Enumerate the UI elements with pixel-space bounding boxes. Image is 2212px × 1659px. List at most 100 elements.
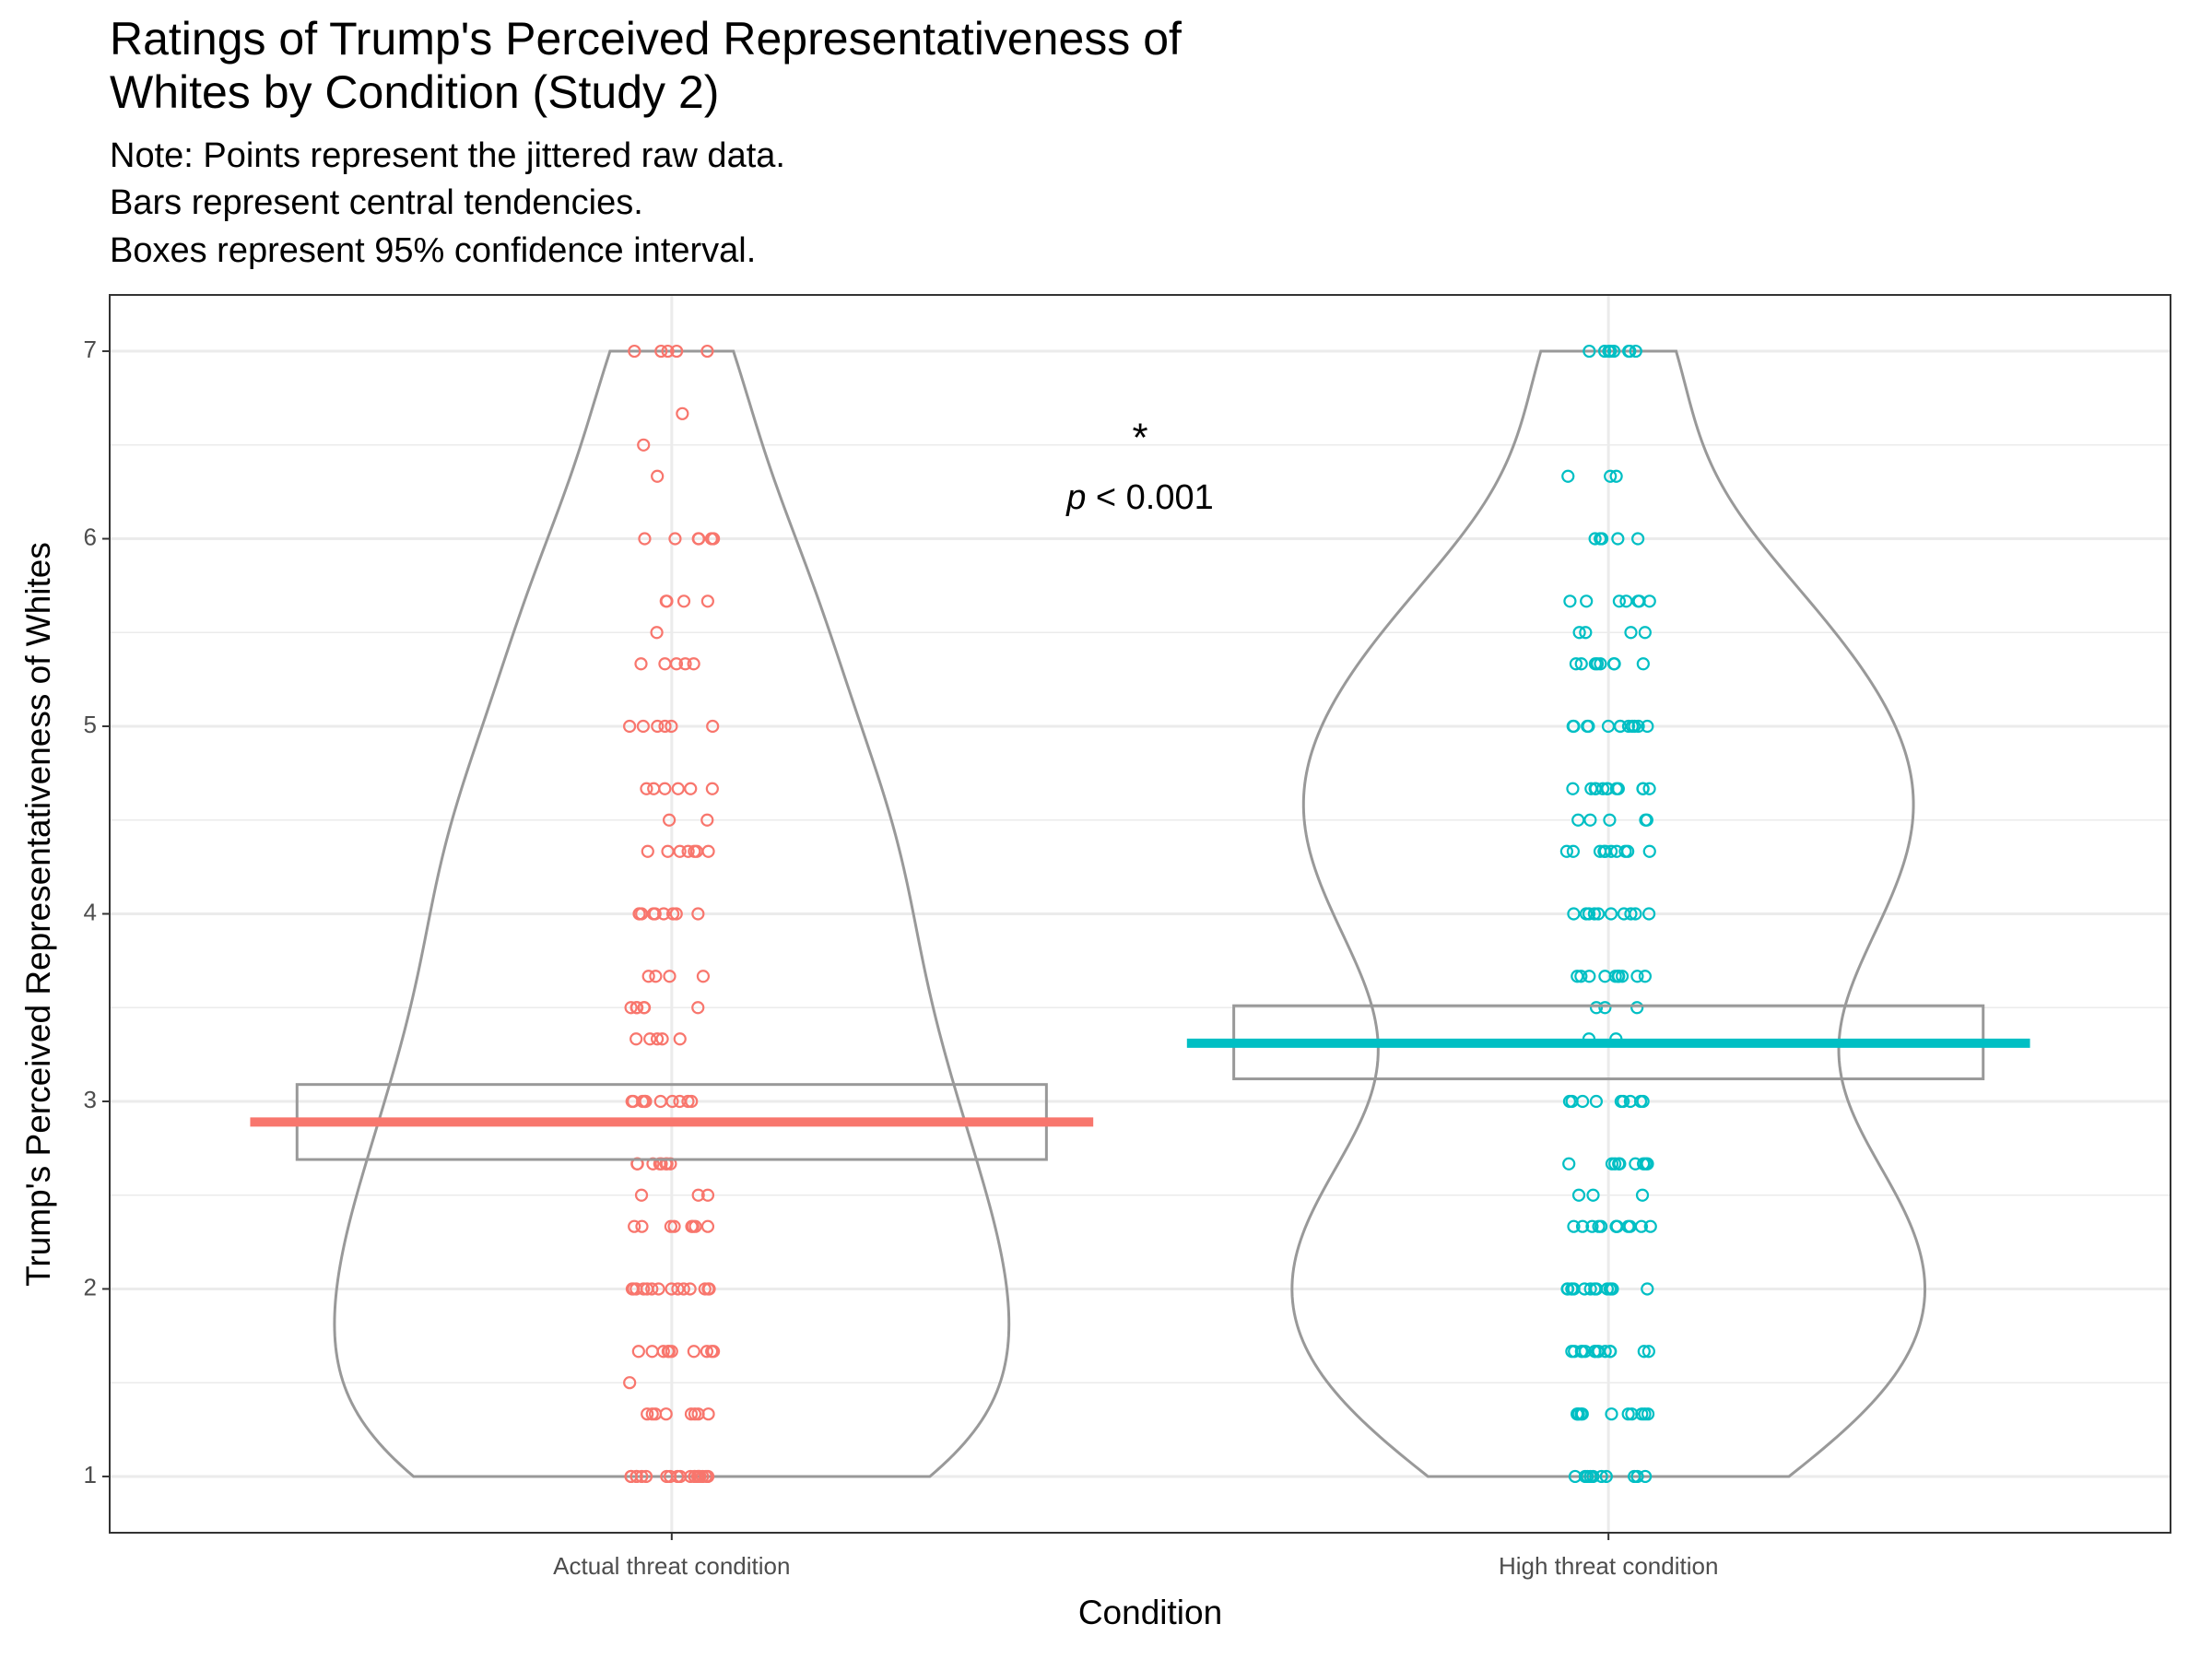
data-point xyxy=(1583,970,1596,983)
data-point xyxy=(1583,813,1597,827)
data-point xyxy=(635,1219,649,1233)
data-point xyxy=(1643,1219,1657,1233)
y-tick-label: 6 xyxy=(84,523,97,550)
data-point xyxy=(1575,1219,1590,1233)
data-point xyxy=(671,1282,685,1296)
data-point xyxy=(1574,1407,1588,1421)
data-point xyxy=(1639,1469,1653,1484)
data-point xyxy=(1588,782,1602,795)
data-point xyxy=(677,1282,690,1296)
data-point xyxy=(1587,907,1602,921)
data-point xyxy=(661,844,675,858)
data-point xyxy=(1599,1469,1613,1484)
x-axis-title: Condition xyxy=(1078,1594,1222,1631)
data-point xyxy=(1560,1282,1575,1296)
data-point xyxy=(645,1345,659,1359)
data-point xyxy=(691,1001,705,1015)
data-point xyxy=(1612,1157,1626,1171)
data-point xyxy=(1559,844,1573,858)
data-point xyxy=(699,1469,713,1484)
data-point xyxy=(1571,1188,1586,1202)
data-point xyxy=(700,1219,715,1233)
data-point xyxy=(691,907,705,921)
data-point xyxy=(665,1282,678,1296)
data-point xyxy=(658,719,672,734)
data-point xyxy=(632,907,646,921)
data-point xyxy=(1571,1407,1584,1421)
data-point xyxy=(1638,626,1652,640)
data-point xyxy=(1565,1345,1579,1359)
data-point xyxy=(628,344,641,359)
data-point xyxy=(636,719,650,734)
data-point xyxy=(664,1469,677,1484)
data-point xyxy=(1630,1001,1644,1015)
data-point xyxy=(668,532,682,546)
data-point xyxy=(658,782,672,795)
data-point xyxy=(658,657,672,671)
data-point xyxy=(1611,532,1625,546)
annotation-p: p < 0.001 xyxy=(1065,478,1214,517)
x-tick-label: Actual threat condition xyxy=(553,1552,790,1580)
data-point xyxy=(1591,1345,1605,1359)
data-point xyxy=(700,1345,714,1359)
data-point xyxy=(691,532,705,546)
data-point xyxy=(673,1032,687,1046)
data-point xyxy=(1566,844,1581,858)
data-point xyxy=(655,1032,669,1046)
data-point xyxy=(707,532,721,546)
data-point xyxy=(1586,1188,1600,1202)
data-point xyxy=(693,1469,707,1484)
data-point xyxy=(651,469,665,483)
annotation-star: * xyxy=(1132,416,1147,461)
data-point xyxy=(696,970,711,983)
data-point xyxy=(1562,1157,1576,1171)
data-point xyxy=(687,657,700,671)
chart-title: Whites by Condition (Study 2) xyxy=(110,66,719,118)
data-point xyxy=(1624,907,1638,921)
data-point xyxy=(623,1376,637,1390)
data-point xyxy=(650,626,664,640)
data-point xyxy=(1592,907,1606,921)
data-point xyxy=(659,594,673,608)
data-point xyxy=(641,1282,654,1296)
data-point xyxy=(630,1001,644,1015)
data-point xyxy=(1631,594,1645,608)
data-point xyxy=(651,719,665,734)
data-point xyxy=(1567,1219,1581,1233)
data-point xyxy=(1615,970,1630,983)
data-point xyxy=(654,344,668,359)
data-point xyxy=(1581,1469,1594,1484)
y-tick-label: 7 xyxy=(84,335,97,363)
data-point xyxy=(628,1219,641,1233)
data-point xyxy=(659,1407,673,1421)
data-point xyxy=(634,1188,649,1202)
data-point xyxy=(1605,1407,1618,1421)
data-point xyxy=(1604,344,1618,359)
data-point xyxy=(643,1032,657,1046)
data-point xyxy=(627,1094,641,1109)
subtitle: Bars represent central tendencies. xyxy=(110,183,643,222)
data-point xyxy=(1642,782,1656,795)
data-point xyxy=(634,657,648,671)
data-point xyxy=(700,594,714,608)
data-point xyxy=(638,532,652,546)
panel-border xyxy=(109,294,2171,1534)
data-point xyxy=(1609,469,1623,483)
y-tick-label: 2 xyxy=(84,1273,97,1300)
data-point xyxy=(1617,1094,1630,1109)
data-point xyxy=(700,813,714,827)
y-tick-label: 5 xyxy=(84,711,97,738)
data-point xyxy=(1579,626,1593,640)
data-point xyxy=(637,1001,651,1015)
data-point xyxy=(1621,844,1635,858)
data-point xyxy=(1638,970,1653,983)
data-point xyxy=(1623,344,1637,359)
data-point xyxy=(673,844,687,858)
data-point xyxy=(1569,657,1583,671)
data-point xyxy=(1598,1001,1612,1015)
violin xyxy=(1290,349,1927,1478)
data-point xyxy=(1584,782,1598,795)
data-point xyxy=(1574,657,1588,671)
p-value: < 0.001 xyxy=(1096,478,1214,517)
